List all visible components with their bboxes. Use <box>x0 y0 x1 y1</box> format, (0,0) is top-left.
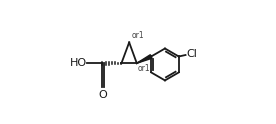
Text: or1: or1 <box>137 64 150 73</box>
Text: O: O <box>99 90 107 100</box>
Text: Cl: Cl <box>186 49 197 59</box>
Polygon shape <box>137 55 152 63</box>
Text: or1: or1 <box>132 31 145 40</box>
Text: HO: HO <box>69 58 86 68</box>
